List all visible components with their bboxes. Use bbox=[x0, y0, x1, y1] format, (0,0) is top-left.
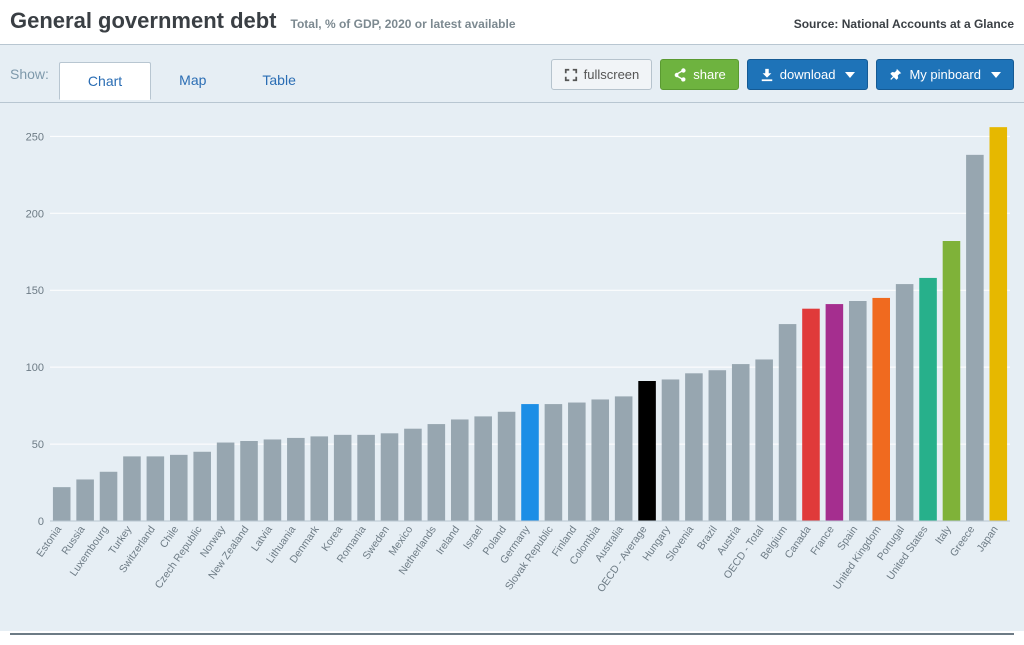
download-label: download bbox=[780, 67, 836, 82]
bar[interactable] bbox=[966, 155, 984, 521]
y-tick-label: 200 bbox=[26, 208, 44, 220]
x-tick-label: Estonia bbox=[34, 524, 64, 560]
bar[interactable] bbox=[76, 479, 94, 521]
bar[interactable] bbox=[428, 424, 446, 521]
fullscreen-label: fullscreen bbox=[584, 67, 640, 82]
bar[interactable] bbox=[170, 455, 188, 521]
bar[interactable] bbox=[100, 472, 118, 521]
bar[interactable] bbox=[990, 127, 1008, 521]
chevron-down-icon bbox=[991, 72, 1001, 78]
download-button[interactable]: download bbox=[747, 59, 869, 90]
bar[interactable] bbox=[357, 435, 375, 521]
bar[interactable] bbox=[451, 419, 469, 521]
bar[interactable] bbox=[264, 439, 282, 521]
download-icon bbox=[760, 68, 774, 82]
bar[interactable] bbox=[123, 456, 141, 521]
y-tick-label: 250 bbox=[26, 131, 44, 143]
bar[interactable] bbox=[919, 278, 937, 521]
bar[interactable] bbox=[217, 443, 235, 521]
share-label: share bbox=[693, 67, 726, 82]
bar[interactable] bbox=[568, 403, 586, 521]
source-label: Source: National Accounts at a Glance bbox=[794, 17, 1014, 31]
fullscreen-button[interactable]: fullscreen bbox=[551, 59, 653, 90]
bar[interactable] bbox=[826, 304, 844, 521]
y-tick-label: 50 bbox=[32, 439, 44, 451]
bar[interactable] bbox=[896, 284, 914, 521]
bar[interactable] bbox=[685, 373, 703, 521]
show-label: Show: bbox=[10, 66, 49, 96]
bar[interactable] bbox=[474, 416, 492, 521]
share-button[interactable]: share bbox=[660, 59, 739, 90]
pin-icon bbox=[889, 68, 903, 82]
toolbar: Show: Chart Map Table fullscreen share d… bbox=[0, 45, 1024, 103]
bar[interactable] bbox=[615, 396, 633, 521]
y-tick-label: 0 bbox=[38, 516, 44, 528]
bar[interactable] bbox=[638, 381, 656, 521]
bar[interactable] bbox=[498, 412, 516, 521]
bar[interactable] bbox=[193, 452, 211, 521]
chevron-down-icon bbox=[845, 72, 855, 78]
fullscreen-icon bbox=[564, 68, 578, 82]
bar[interactable] bbox=[732, 364, 750, 521]
x-tick-label: Greece bbox=[948, 524, 978, 559]
bar[interactable] bbox=[802, 309, 820, 521]
bar[interactable] bbox=[849, 301, 867, 521]
bar[interactable] bbox=[53, 487, 71, 521]
bar[interactable] bbox=[240, 441, 258, 521]
bar[interactable] bbox=[779, 324, 797, 521]
bar[interactable] bbox=[872, 298, 890, 521]
bar[interactable] bbox=[404, 429, 422, 521]
debt-bar-chart: 050100150200250EstoniaRussiaLuxembourgTu… bbox=[14, 113, 1016, 631]
bar[interactable] bbox=[591, 399, 609, 521]
bar[interactable] bbox=[545, 404, 563, 521]
header: General government debt Total, % of GDP,… bbox=[0, 0, 1024, 45]
y-tick-label: 100 bbox=[26, 362, 44, 374]
y-tick-label: 150 bbox=[26, 285, 44, 297]
pinboard-button[interactable]: My pinboard bbox=[876, 59, 1014, 90]
tab-table[interactable]: Table bbox=[234, 62, 323, 99]
bar[interactable] bbox=[381, 433, 399, 521]
pinboard-label: My pinboard bbox=[909, 67, 981, 82]
tabs: Chart Map Table bbox=[59, 62, 324, 99]
x-tick-label: Italy bbox=[933, 523, 954, 546]
share-icon bbox=[673, 68, 687, 82]
x-tick-label: France bbox=[808, 524, 837, 558]
x-tick-label: Chile bbox=[158, 524, 182, 551]
bar[interactable] bbox=[310, 436, 328, 521]
bar[interactable] bbox=[943, 241, 961, 521]
bar[interactable] bbox=[334, 435, 352, 521]
x-tick-label: Japan bbox=[975, 524, 1001, 554]
tab-chart[interactable]: Chart bbox=[59, 62, 151, 100]
bar[interactable] bbox=[147, 456, 165, 521]
page-subtitle: Total, % of GDP, 2020 or latest availabl… bbox=[291, 17, 516, 31]
bar[interactable] bbox=[287, 438, 305, 521]
bar[interactable] bbox=[662, 379, 680, 521]
x-tick-label: Ireland bbox=[434, 524, 462, 557]
chart-area: 050100150200250EstoniaRussiaLuxembourgTu… bbox=[0, 103, 1024, 631]
page-title: General government debt bbox=[10, 8, 277, 34]
footer-divider bbox=[10, 633, 1014, 635]
tab-map[interactable]: Map bbox=[151, 62, 234, 99]
bar[interactable] bbox=[521, 404, 539, 521]
bar[interactable] bbox=[755, 359, 773, 521]
bar[interactable] bbox=[709, 370, 727, 521]
